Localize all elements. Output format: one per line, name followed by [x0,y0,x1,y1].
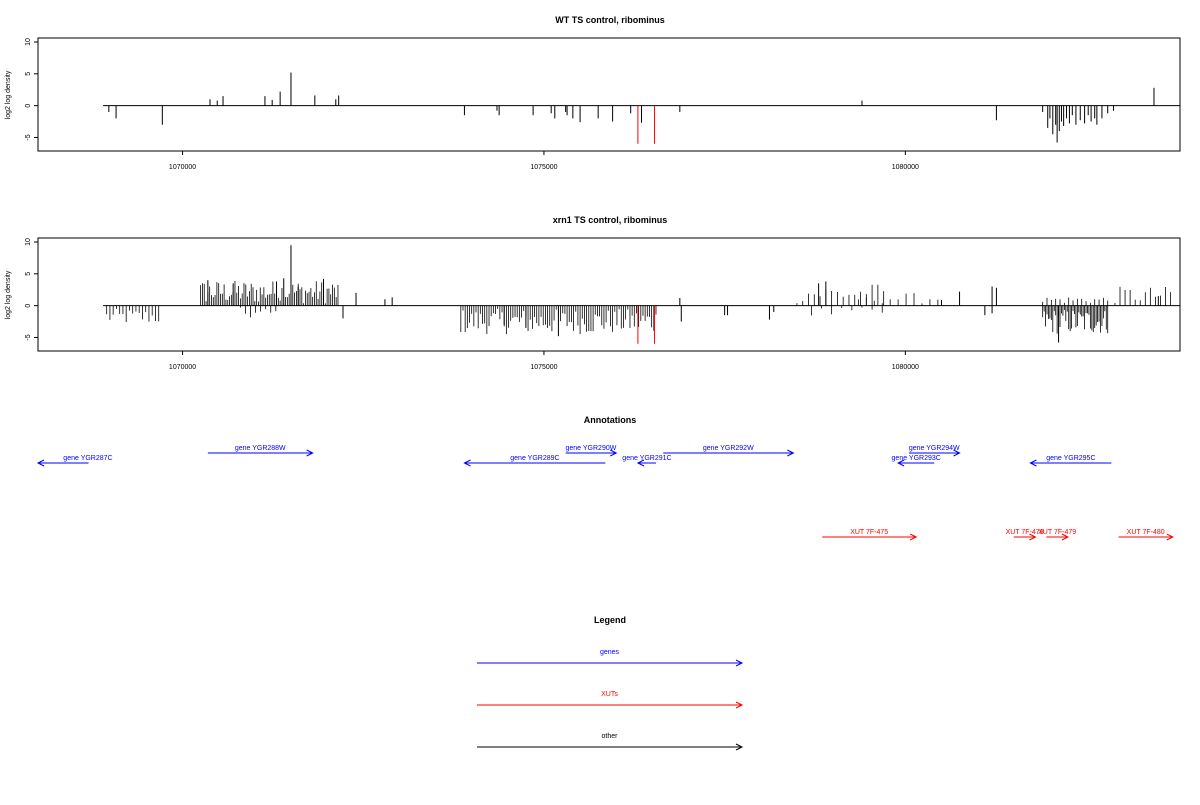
gene-arrow-head [463,459,471,467]
chart-title-xrn1: xrn1 TS control, ribominus [553,215,668,225]
y-tick-label: 10 [25,38,32,46]
legend-arrow-head [735,659,744,667]
chart-title-wt: WT TS control, ribominus [555,15,665,25]
gene-arrow-head [953,449,961,457]
plot-area-xrn1: -5 0 5 10 1070000 1075000 1080000 [25,238,1180,371]
y-tick-label: -5 [25,334,32,340]
y-tick-label: 5 [25,272,32,276]
gene-label: gene YGR290W [566,445,617,452]
x-tick-label: 1075000 [530,164,557,171]
plot-frame-xrn1 [37,237,1181,352]
xut-arrow-head [1166,533,1174,541]
xut-label: XUT 7F-479 [1038,529,1076,536]
legend-arrow-head [735,743,744,751]
y-tick-label: 0 [25,104,32,108]
legend-label: other [602,733,619,740]
legend-title: Legend [594,615,626,625]
xut-label: XUT 7F-478 [1006,529,1044,536]
y-tick-label: 5 [25,72,32,76]
legend-panel: Legend genes XUTs other [477,615,744,751]
annotations-title: Annotations [584,415,637,425]
xut-label: XUT 7F-475 [850,529,888,536]
y-tick-label: 10 [25,238,32,246]
xut-arrow-head [1061,533,1070,541]
plot-frame-wt [37,37,1181,152]
y-axis-label-xrn1: log2 log density [5,270,12,319]
gene-arrow-head [636,459,645,467]
legend-arrow-head [735,701,744,709]
gene-label: gene YGR294W [909,445,960,452]
gene-label: gene YGR289C [510,455,559,462]
gene-label: gene YGR287C [63,455,112,462]
chart-panel-xrn1: xrn1 TS control, ribominus log2 log dens… [5,215,1181,371]
plot-area-wt: -5 0 5 10 1070000 1075000 1080000 [25,38,1180,171]
xut-arrow-head [1029,533,1037,541]
y-tick-label: -5 [25,134,32,140]
gene-label: gene YGR293C [892,455,941,462]
gene-arrow-head [1029,459,1037,467]
legend-label: genes [600,649,620,656]
gene-label: gene YGR292W [703,445,754,452]
chart-panel-wt: WT TS control, ribominus log2 log densit… [5,15,1181,171]
gene-arrow-head [787,449,795,457]
x-tick-label: 1075000 [530,364,557,371]
x-tick-label: 1080000 [892,164,919,171]
xut-label: XUT 7F-480 [1127,529,1165,536]
gene-arrow-head [896,459,905,467]
y-axis-label-wt: log2 log density [5,70,12,119]
gene-arrow-head [36,459,45,467]
gene-label: gene YGR288W [235,445,286,452]
x-tick-label: 1080000 [892,364,919,371]
x-tick-label: 1070000 [169,364,196,371]
x-tick-label: 1070000 [169,164,196,171]
gene-arrow-head [610,449,618,457]
gene-label: gene YGR295C [1046,455,1095,462]
legend-items: genes XUTs other [477,649,744,751]
gene-arrow-head [306,449,314,457]
xut-arrow-head [909,533,918,541]
gene-label: gene YGR291C [622,455,671,462]
annotation-tracks: gene YGR287C gene YGR288W gene YGR289C gene… [36,445,1174,541]
y-tick-label: 0 [25,304,32,308]
legend-label: XUTs [601,691,618,698]
